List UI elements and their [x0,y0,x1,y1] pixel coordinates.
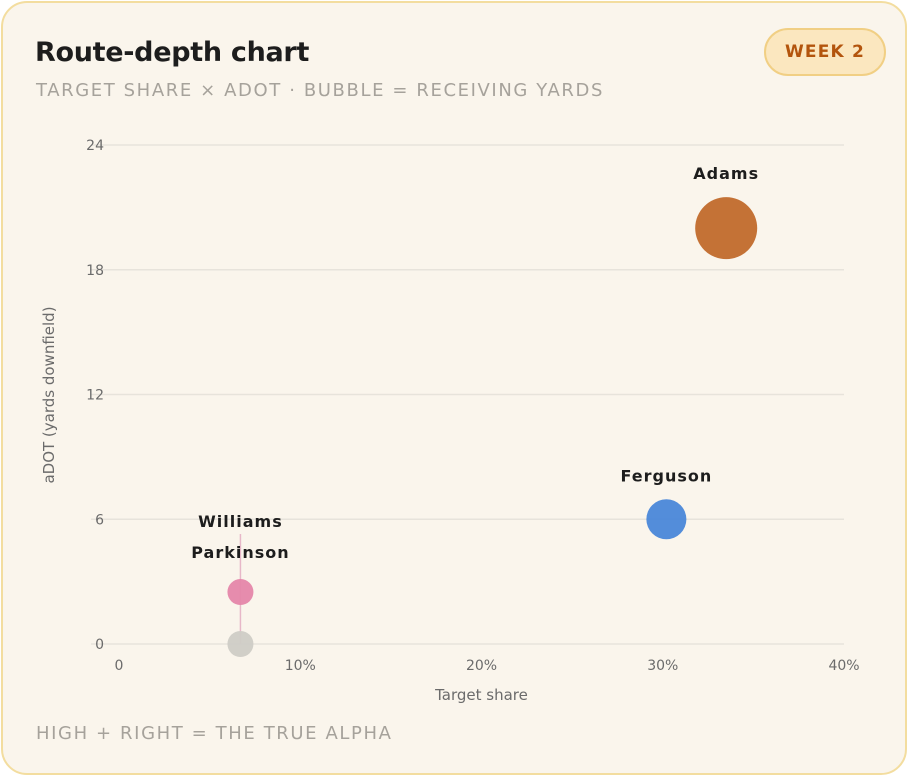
point-label-ferguson: Ferguson [620,466,712,485]
y-tick-label: 24 [86,138,104,154]
y-tick-label: 0 [95,637,104,653]
x-tick-label: 10% [285,658,316,674]
x-tick-label: 40% [828,658,859,674]
chart-subtitle: TARGET SHARE × ADOT · BUBBLE = RECEIVING… [36,80,604,101]
y-tick-label: 18 [86,263,104,279]
week-badge[interactable]: WEEK 2 [764,28,886,76]
point-label-adams: Adams [693,164,759,183]
bubble-ferguson[interactable] [646,499,687,540]
x-tick-label: 0 [115,658,124,674]
y-tick-label: 12 [86,388,104,404]
x-axis-label: Target share [434,686,528,704]
y-tick-label: 6 [95,512,104,528]
chart-title: Route-depth chart [35,37,310,68]
bubble-parkinson[interactable] [227,631,254,657]
point-label-parkinson: Parkinson [191,543,289,562]
point-label-williams: Williams [198,512,283,531]
x-tick-label: 30% [647,658,678,674]
chart-footnote: HIGH + RIGHT = THE TRUE ALPHA [36,723,393,744]
y-axis-label: aDOT (yards downfield) [40,306,58,483]
bubble-adams[interactable] [695,197,758,260]
bubble-williams[interactable] [227,579,254,606]
x-tick-label: 20% [466,658,497,674]
